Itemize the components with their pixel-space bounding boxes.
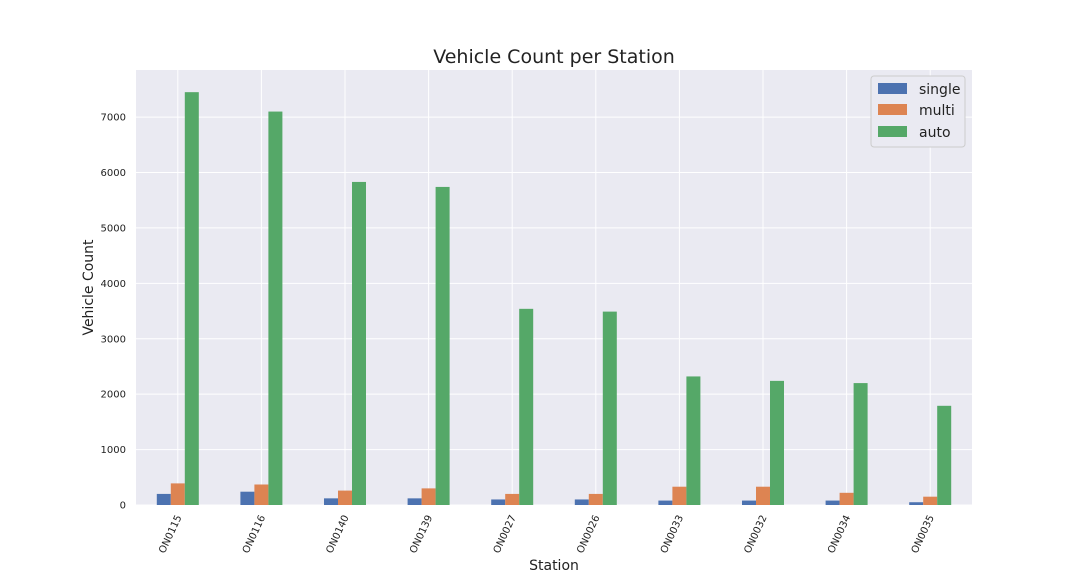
bar-single-ON0032: [742, 500, 756, 505]
x-tick-label: ON0032: [743, 514, 770, 556]
y-axis-label: Vehicle Count: [81, 239, 97, 336]
legend-label-single: single: [919, 82, 960, 98]
y-tick-label: 7000: [101, 113, 126, 124]
bar-auto-ON0140: [352, 181, 366, 505]
bar-auto-ON0034: [853, 383, 868, 505]
x-tick-label: ON0027: [492, 514, 519, 556]
bar-multi-ON0026: [588, 493, 603, 505]
bar-auto-ON0033: [686, 376, 701, 505]
bar-auto-ON0027: [519, 308, 534, 505]
bar-single-ON0116: [240, 491, 255, 505]
y-tick-label: 0: [120, 501, 126, 512]
legend-swatch-auto: [878, 126, 907, 137]
y-tick-label: 4000: [101, 279, 126, 290]
bar-single-ON0115: [156, 493, 171, 505]
legend-label-multi: multi: [919, 103, 955, 119]
x-tick-label: ON0139: [408, 514, 435, 556]
bar-single-ON0033: [658, 500, 673, 505]
bar-single-ON0139: [407, 498, 422, 505]
x-tick-label: ON0035: [910, 514, 937, 556]
bar-single-ON0027: [491, 499, 506, 505]
y-tick-labels: 0 1000 2000 3000 4000 5000 6000 7000: [101, 113, 126, 512]
bar-multi-ON0033: [672, 486, 687, 505]
x-tick-label: ON0034: [826, 514, 853, 556]
x-tick-label: ON0026: [575, 514, 602, 556]
bar-multi-ON0027: [505, 493, 520, 505]
x-axis-label: Station: [529, 558, 579, 574]
bar-single-ON0034: [825, 500, 840, 505]
x-tick-label: ON0033: [659, 514, 686, 556]
bar-multi-ON0140: [338, 490, 352, 505]
bar-multi-ON0032: [756, 486, 770, 505]
y-tick-label: 3000: [101, 334, 126, 345]
y-tick-label: 2000: [101, 390, 126, 401]
bars: [156, 92, 952, 506]
bar-auto-ON0115: [184, 92, 199, 506]
legend-swatch-single: [878, 83, 907, 94]
legend-swatch-multi: [878, 104, 907, 115]
bar-auto-ON0026: [602, 311, 617, 505]
bar-multi-ON0116: [254, 484, 269, 505]
x-tick-label: ON0116: [241, 514, 268, 556]
bar-auto-ON0139: [435, 186, 450, 505]
bar-auto-ON0035: [937, 405, 952, 505]
bar-multi-ON0035: [923, 496, 938, 505]
bar-single-ON0026: [574, 499, 589, 505]
bar-single-ON0035: [909, 502, 924, 505]
x-tick-label: ON0115: [157, 514, 184, 556]
bar-multi-ON0139: [421, 488, 436, 505]
chart-title: Vehicle Count per Station: [433, 46, 675, 68]
bar-auto-ON0032: [770, 380, 784, 505]
y-tick-label: 6000: [101, 168, 126, 179]
bar-multi-ON0034: [839, 492, 854, 505]
bar-auto-ON0116: [268, 111, 283, 505]
bar-single-ON0140: [324, 498, 338, 505]
x-tick-labels: ON0115 ON0116 ON0140 ON0139 ON0027 ON0026 ON00…: [157, 514, 937, 556]
legend-label-auto: auto: [919, 125, 951, 141]
y-tick-label: 1000: [101, 445, 126, 456]
bar-multi-ON0115: [170, 483, 185, 505]
y-tick-label: 5000: [101, 223, 126, 234]
x-tick-label: ON0140: [325, 514, 352, 556]
legend: single multi auto: [870, 75, 966, 148]
